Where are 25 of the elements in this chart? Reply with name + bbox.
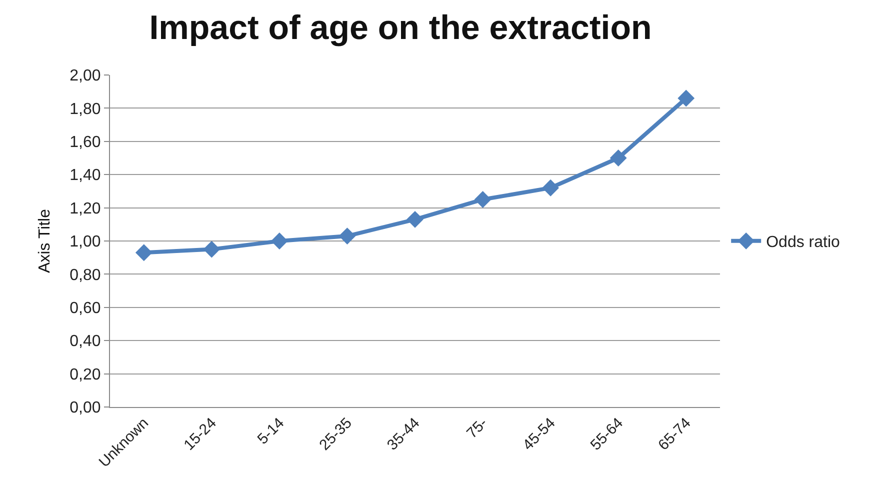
x-tick-label: 5-14: [254, 414, 288, 448]
legend-label: Odds ratio: [766, 234, 840, 252]
y-tick-label: 1,20: [70, 200, 101, 218]
y-tick-label: 0,60: [70, 300, 101, 317]
point: [203, 240, 220, 258]
y-tick-label: 1,60: [70, 134, 101, 151]
point: [474, 191, 492, 208]
y-tick-label: 1,00: [70, 234, 101, 251]
chart-title: Impact of age on the extraction: [149, 8, 652, 47]
point: [542, 179, 560, 196]
point: [270, 232, 288, 250]
point: [678, 90, 695, 107]
point: [406, 210, 424, 228]
point: [135, 244, 152, 262]
y-tick-label: 2,00: [70, 68, 101, 85]
y-tick-label: 0,20: [70, 366, 101, 384]
x-tick-label: 75-: [464, 414, 491, 442]
y-tick-label: 0,00: [70, 400, 101, 417]
y-tick-label: 1,80: [70, 100, 101, 118]
point: [338, 228, 356, 244]
point: [610, 150, 627, 166]
y-tick-label: 0,40: [70, 333, 101, 350]
y-tick-label: 0,80: [70, 266, 101, 284]
y-axis-title: Axis Title: [36, 208, 54, 274]
y-tick-label: 1,40: [70, 167, 101, 184]
